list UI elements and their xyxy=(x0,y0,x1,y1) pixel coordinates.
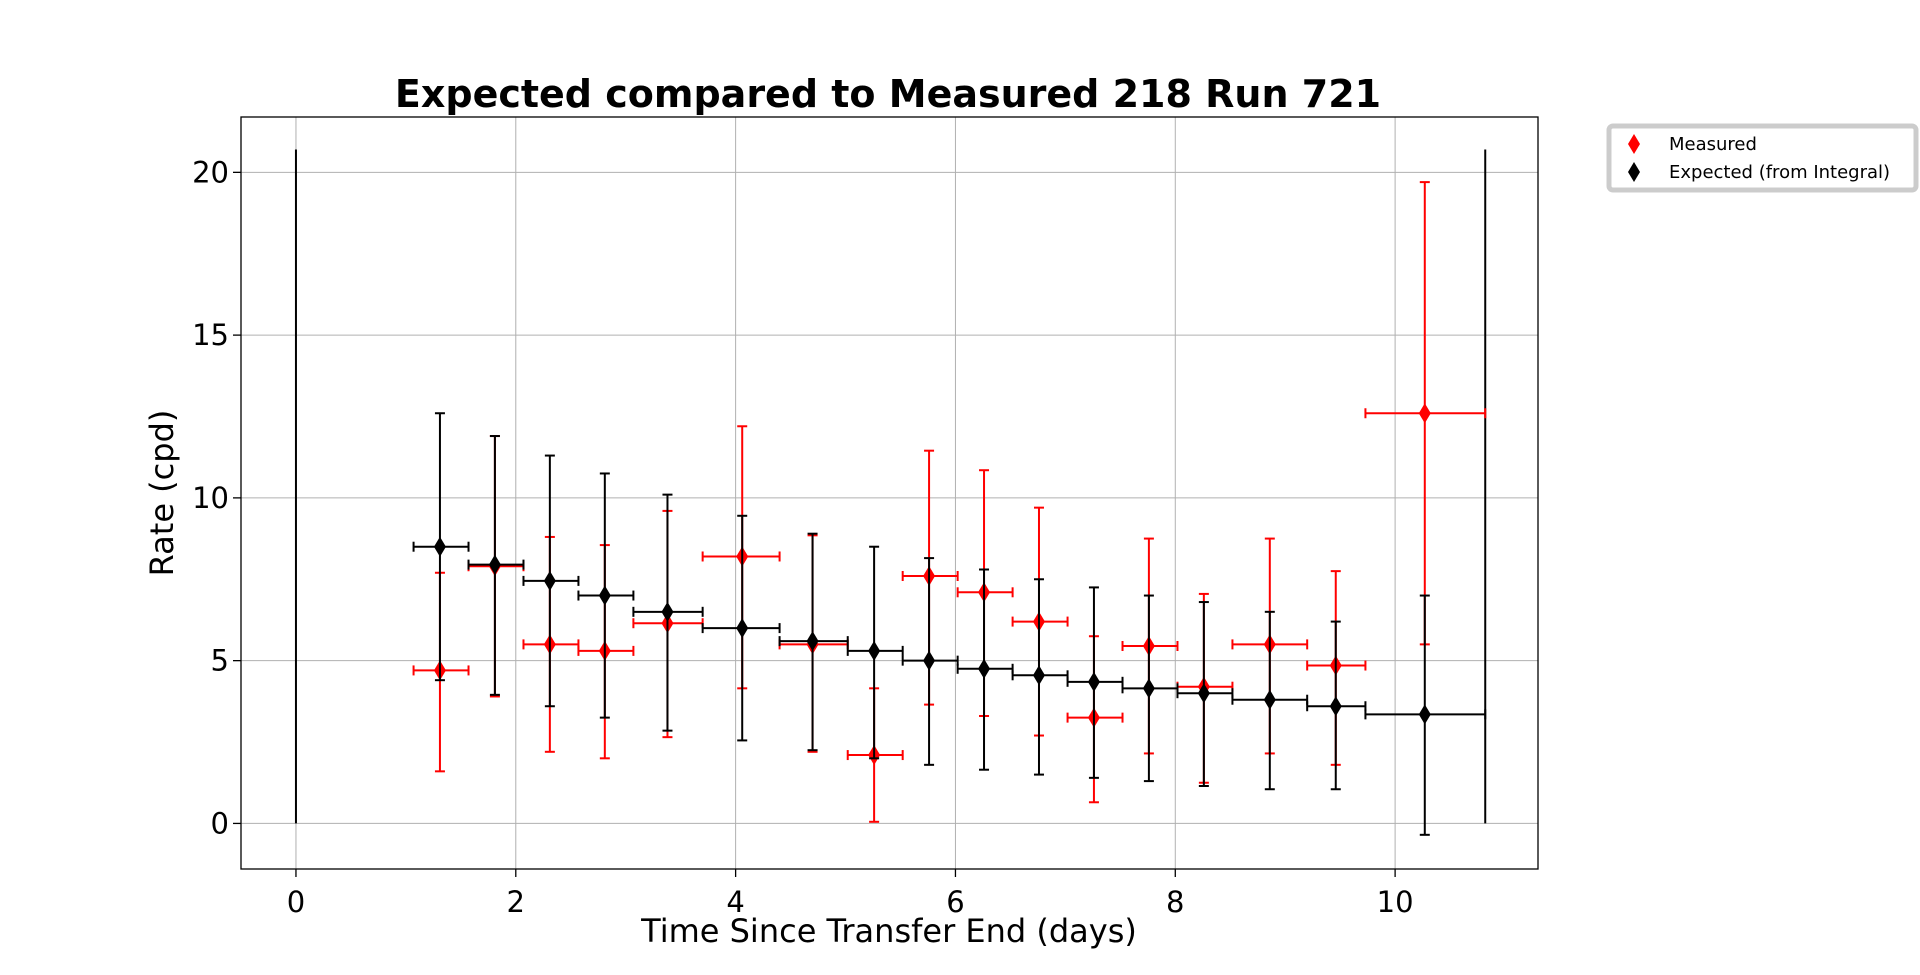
x-tick-label: 4 xyxy=(726,885,744,919)
grid xyxy=(241,117,1538,869)
expected-point xyxy=(661,601,674,622)
legend-label-expected: Expected (from Integral) xyxy=(1669,162,1890,183)
legend-label-measured: Measured xyxy=(1669,134,1757,155)
legend-box xyxy=(1606,123,1919,193)
expected-point xyxy=(543,570,556,591)
x-tick-label: 8 xyxy=(1166,885,1184,919)
series-expected xyxy=(412,412,1487,836)
plot-frame xyxy=(240,116,1539,870)
expected-point xyxy=(598,585,611,606)
x-tick-label: 2 xyxy=(507,885,525,919)
legend: Measured Expected (from Integral) xyxy=(1606,123,1919,193)
expected-point xyxy=(868,640,881,661)
x-tick-label: 10 xyxy=(1377,885,1414,919)
y-tick-label: 10 xyxy=(192,481,229,515)
legend-marker-measured xyxy=(1628,134,1640,154)
expected-point xyxy=(1418,704,1431,725)
reference-lines xyxy=(294,149,1487,824)
expected-point xyxy=(806,631,819,652)
expected-point xyxy=(978,658,991,679)
expected-point xyxy=(923,650,936,671)
data-marks xyxy=(412,181,1487,836)
expected-point xyxy=(488,554,501,575)
expected-point xyxy=(433,536,446,557)
x-axis-label: Time Since Transfer End (days) xyxy=(640,912,1137,950)
expected-point xyxy=(1197,683,1210,704)
expected-point xyxy=(1087,671,1100,692)
y-tick-label: 20 xyxy=(192,155,229,189)
x-tick-label: 6 xyxy=(946,885,964,919)
chart-title: Expected compared to Measured 218 Run 72… xyxy=(395,72,1381,116)
expected-point xyxy=(1032,665,1045,686)
y-tick-label: 15 xyxy=(192,318,229,352)
y-tick-label: 0 xyxy=(211,806,229,840)
y-axis-label: Rate (cpd) xyxy=(143,410,181,577)
measured-point xyxy=(1418,403,1431,424)
series-measured xyxy=(412,181,1487,823)
expected-point xyxy=(1142,678,1155,699)
expected-point xyxy=(1329,696,1342,717)
y-tick-label: 5 xyxy=(211,644,229,678)
legend-marker-expected xyxy=(1628,162,1640,182)
y-axis: 0 5 10 15 20 xyxy=(192,155,241,840)
expected-point xyxy=(736,618,749,639)
x-tick-label: 0 xyxy=(287,885,305,919)
x-axis: 0 2 4 6 8 10 xyxy=(287,869,1414,919)
expected-point xyxy=(1263,689,1276,710)
